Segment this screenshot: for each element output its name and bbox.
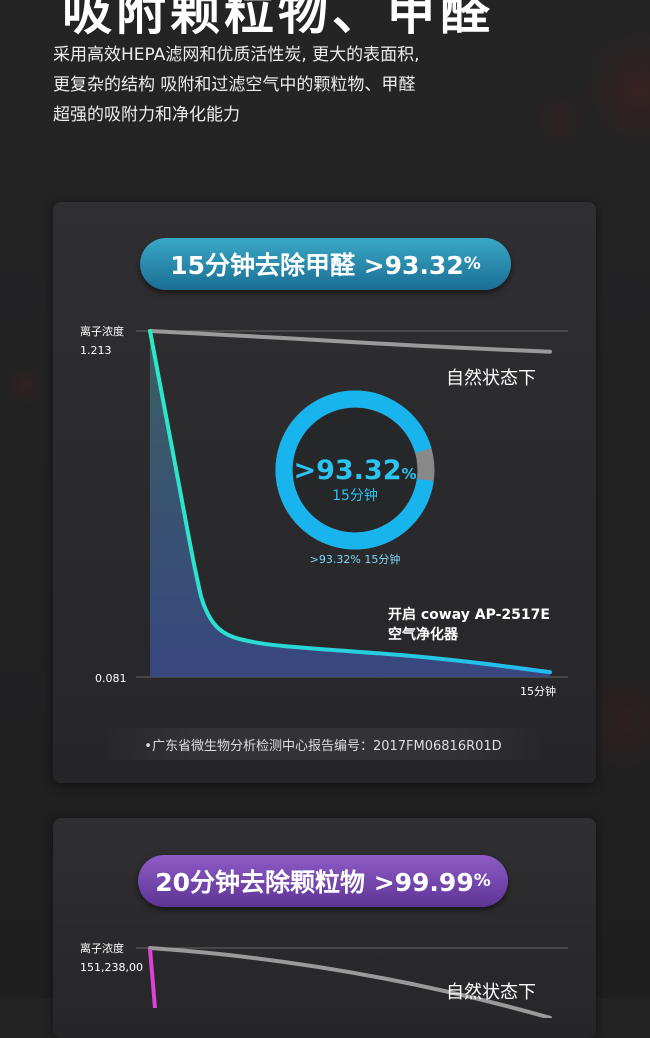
pill-unit: % bbox=[463, 254, 481, 274]
y-tick-label: 1.213 bbox=[80, 344, 112, 357]
report-footnote: •广东省微生物分析检测中心报告编号：2017FM06816R01D bbox=[103, 728, 543, 760]
formaldehyde-card: 15分钟去除甲醛 >93.32% 离子浓度 1.213 0.081 15分钟 自然状态下… bbox=[53, 202, 596, 783]
ring-value-unit: % bbox=[402, 465, 417, 483]
intro-line: 采用高效HEPA滤网和优质活性炭, 更大的表面积, bbox=[53, 45, 420, 65]
purifier-label: 开启 coway AP-2517E bbox=[388, 606, 550, 623]
y-axis-label: 离子浓度 bbox=[80, 941, 124, 955]
purifier-line bbox=[148, 329, 552, 675]
ring-caption: 15分钟 bbox=[332, 487, 378, 504]
ring-value: >93.32% bbox=[293, 455, 416, 486]
page-title: 吸附颗粒物、甲醛 bbox=[62, 0, 494, 41]
y-tick-label: 0.081 bbox=[95, 672, 127, 685]
ring-center bbox=[293, 408, 417, 532]
natural-state-line bbox=[148, 329, 552, 354]
intro-line: 超强的吸附力和净化能力 bbox=[53, 105, 240, 125]
particles-chart: 离子浓度 151,238,00 自然状态下 bbox=[80, 941, 568, 1018]
y-axis-label: 离子浓度 bbox=[80, 324, 124, 338]
natural-state-label: 自然状态下 bbox=[446, 368, 536, 389]
ring-progress bbox=[275, 390, 435, 550]
ring-annotation: >93.32% 15分钟 bbox=[310, 552, 401, 566]
natural-state-label: 自然状态下 bbox=[446, 982, 536, 1003]
pill-text: 15分钟去除甲醛 >93.32 bbox=[170, 251, 464, 280]
purifier-line bbox=[148, 948, 157, 1009]
pill-unit: % bbox=[473, 871, 491, 891]
particles-card: 20分钟去除颗粒物 >99.99% 离子浓度 151,238,00 自然状态下 bbox=[53, 818, 596, 1038]
x-tick-label: 15分钟 bbox=[520, 684, 556, 698]
formaldehyde-headline-pill: 15分钟去除甲醛 >93.32% bbox=[140, 238, 511, 290]
y-tick-label: 151,238,00 bbox=[80, 961, 143, 974]
particles-headline-pill: 20分钟去除颗粒物 >99.99% bbox=[138, 855, 508, 907]
purifier-label: 空气净化器 bbox=[388, 626, 459, 643]
intro-line: 更复杂的结构 吸附和过滤空气中的颗粒物、甲醛 bbox=[53, 75, 416, 95]
intro-text: 采用高效HEPA滤网和优质活性炭, 更大的表面积, 更复杂的结构 吸附和过滤空气… bbox=[53, 40, 420, 130]
purifier-area bbox=[150, 331, 550, 677]
ring-value-number: >93.32 bbox=[293, 455, 401, 486]
pill-text: 20分钟去除颗粒物 >99.99 bbox=[155, 868, 474, 897]
